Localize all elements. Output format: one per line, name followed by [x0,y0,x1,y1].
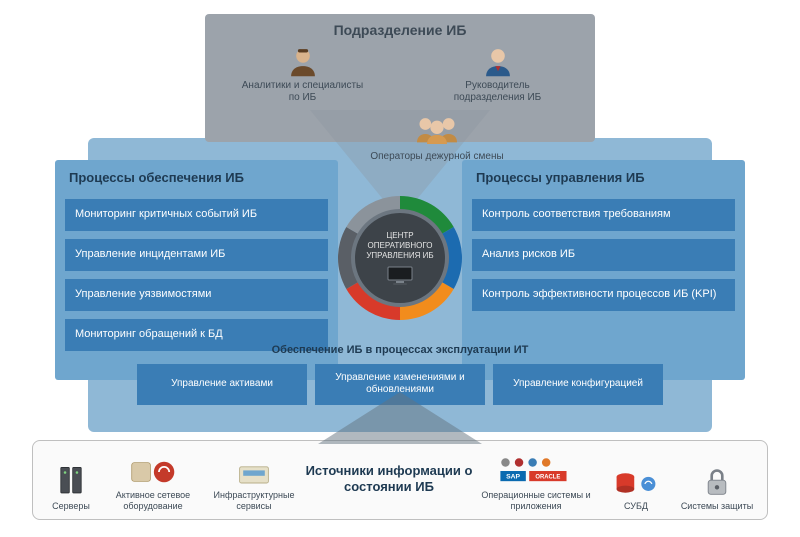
source-label: Операционные системы и приложения [473,490,599,511]
analyst-label: Аналитики и специалисты по ИБ [238,80,368,104]
analyst-icon [286,44,320,78]
proc-item: Анализ рисков ИБ [472,239,735,271]
operators-group: Операторы дежурной смены [362,114,512,163]
proc-item: Мониторинг критичных событий ИБ [65,199,328,231]
sources-cone [318,392,482,444]
server-icon [54,464,88,498]
apps-icon: SAP ORACLE [497,455,575,487]
left-processes-title: Процессы обеспечения ИБ [69,170,328,185]
source-servers: Серверы [39,464,103,511]
source-network: Активное сетевое оборудование [103,457,203,511]
right-processes-title: Процессы управления ИБ [476,170,735,185]
source-label: Серверы [52,501,90,511]
infra-icon [236,461,272,487]
dbms-icon [613,468,659,498]
department-row: Аналитики и специалисты по ИБ Руководите… [205,44,595,104]
bottom-item: Управление активами [137,364,307,405]
analyst-group: Аналитики и специалисты по ИБ [238,44,368,104]
source-security: Системы защиты [673,466,761,511]
center-ring: Центр оперативного управления ИБ [327,185,473,331]
source-os-apps: SAP ORACLE Операционные системы и прилож… [473,455,599,511]
network-icon [130,457,176,487]
proc-item: Контроль соответствия требованиям [472,199,735,231]
center-hub-label: Центр оперативного управления ИБ [355,231,445,261]
proc-item: Управление инцидентами ИБ [65,239,328,271]
manager-label: Руководитель подразделения ИБ [433,80,563,104]
center-hub: Центр оперативного управления ИБ [351,209,449,307]
bottom-item: Управление конфигурацией [493,364,663,405]
source-dbms: СУБД [599,468,673,511]
manager-icon [481,44,515,78]
source-label: Активное сетевое оборудование [103,490,203,511]
operators-icon [412,114,462,144]
proc-item: Управление уязвимостями [65,279,328,311]
source-infra: Инфраструктурные сервисы [203,461,305,511]
monitor-icon [386,265,414,285]
bottom-strip-title: Обеспечение ИБ в процессах эксплуатации … [108,344,692,358]
svg-text:SAP: SAP [506,474,520,481]
source-label: СУБД [624,501,648,511]
department-title: Подразделение ИБ [205,14,595,38]
manager-group: Руководитель подразделения ИБ [433,44,563,104]
sources-title: Источники информации о состоянии ИБ [305,463,473,496]
svg-text:ORACLE: ORACLE [535,475,560,481]
lock-icon [702,466,732,498]
source-label: Системы защиты [681,501,753,511]
source-label: Инфраструктурные сервисы [203,490,305,511]
sources-bar: Серверы Активное сетевое оборудование Ин… [32,440,768,520]
operators-label: Операторы дежурной смены [362,151,512,163]
proc-item: Контроль эффективности процессов ИБ (KPI… [472,279,735,311]
